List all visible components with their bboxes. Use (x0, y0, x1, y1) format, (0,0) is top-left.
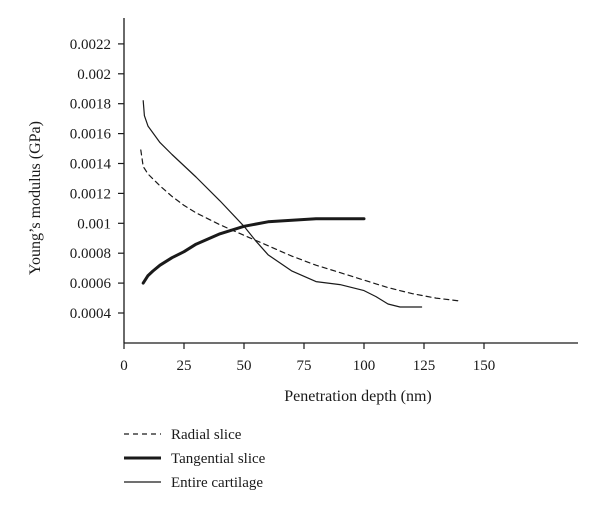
legend-label-radial: Radial slice (171, 427, 242, 443)
x-tick-label: 100 (353, 358, 376, 374)
y-axis-title: Young’s modulus (GPa) (27, 121, 44, 275)
y-tick-label: 0.0022 (70, 37, 111, 53)
x-tick-label: 50 (237, 358, 252, 374)
x-tick-label: 75 (297, 358, 312, 374)
plot-area: 0.0004 0.0006 0.0008 0.001 0.0012 0.0014 0.001… (70, 18, 578, 374)
series-line-tangential-slice (141, 217, 366, 285)
y-tick-label: 0.0018 (70, 97, 111, 113)
y-tick-label: 0.002 (77, 67, 111, 83)
y-tick-label: 0.0008 (70, 246, 111, 262)
series-line-entire-cartilage (142, 100, 423, 308)
legend-item-tangential: Tangential slice (124, 451, 266, 467)
x-tick-label: 25 (177, 358, 192, 374)
legend-label-entire: Entire cartilage (171, 475, 263, 491)
legend-item-entire: Entire cartilage (124, 475, 263, 491)
legend-item-radial: Radial slice (124, 427, 242, 443)
y-tick-label: 0.0006 (70, 276, 112, 292)
x-tick-label: 125 (413, 358, 436, 374)
series-lines (140, 100, 461, 308)
y-tick-label: 0.0014 (70, 157, 112, 173)
x-axis-ticks: 0 25 50 75 100 125 150 (120, 343, 495, 374)
y-tick-label: 0.0004 (70, 306, 112, 322)
x-tick-label: 0 (120, 358, 128, 374)
y-tick-label: 0.0016 (70, 127, 112, 143)
y-tick-label: 0.0012 (70, 186, 111, 202)
x-tick-label: 150 (473, 358, 496, 374)
legend: Radial slice Tangential slice Entire car… (124, 427, 266, 491)
x-axis-title: Penetration depth (nm) (284, 388, 432, 405)
y-axis-ticks: 0.0004 0.0006 0.0008 0.001 0.0012 0.0014 0.001… (70, 37, 124, 322)
legend-label-tangential: Tangential slice (171, 451, 266, 467)
series-line-radial-slice (140, 149, 461, 302)
y-tick-label: 0.001 (77, 216, 111, 232)
